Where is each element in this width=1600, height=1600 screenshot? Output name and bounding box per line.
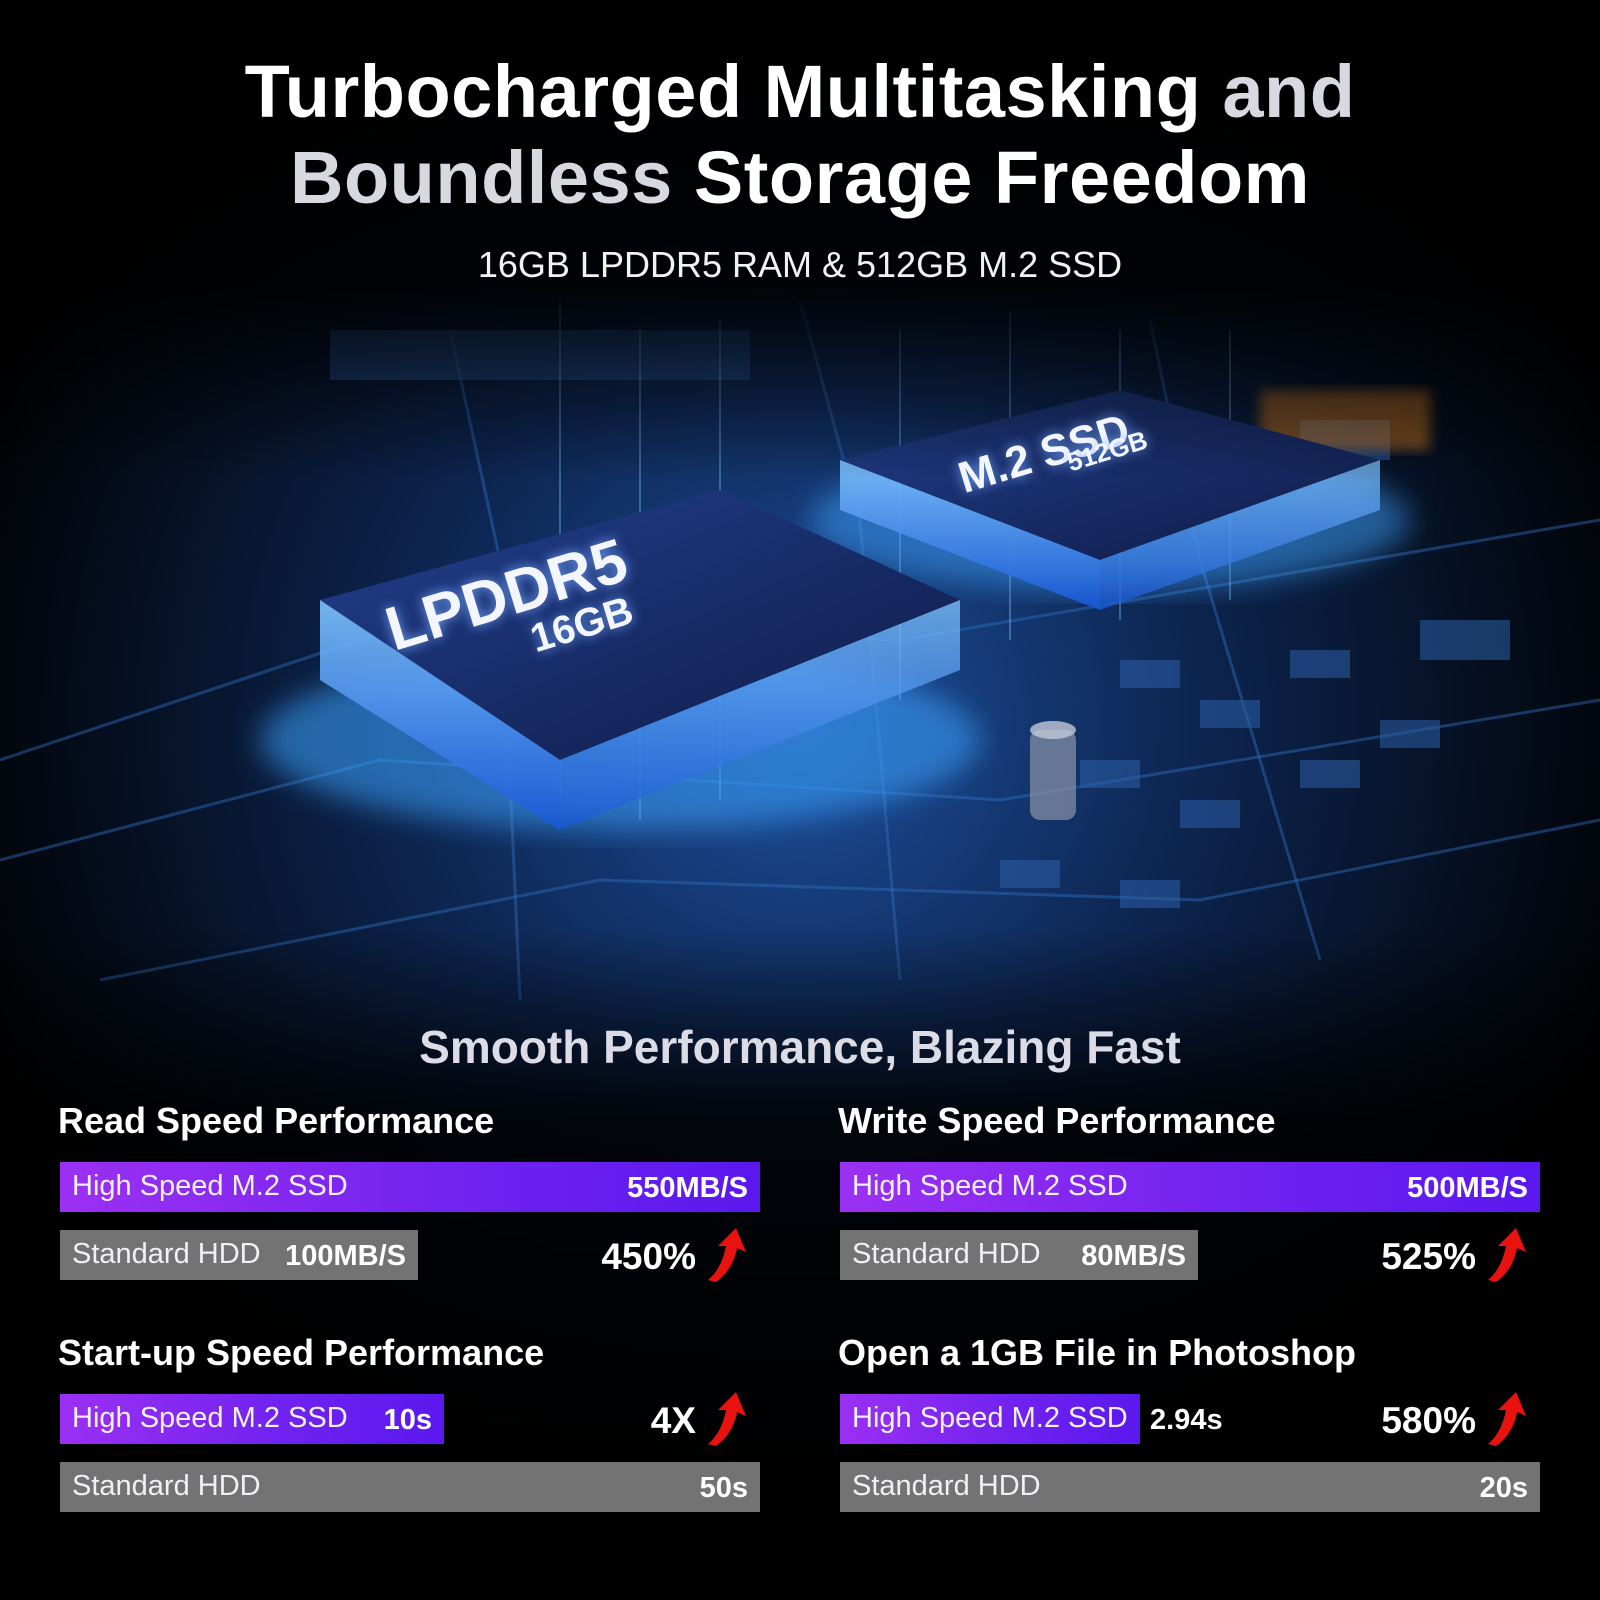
up-arrow-icon bbox=[708, 1392, 746, 1446]
panel-write-speed: Write Speed Performance High Speed M.2 SS… bbox=[838, 1100, 1540, 1330]
bar-label: Standard HDD bbox=[852, 1238, 1041, 1270]
bar-value: 20s bbox=[1479, 1472, 1528, 1504]
ssd-bar: High Speed M.2 SSD 10s bbox=[60, 1394, 444, 1444]
improvement-value: 450% bbox=[601, 1236, 696, 1277]
bar-label: High Speed M.2 SSD bbox=[72, 1402, 348, 1434]
up-arrow-icon bbox=[1488, 1228, 1526, 1282]
page-title-line-1: Turbocharged Multitasking and bbox=[0, 48, 1600, 136]
bar-value: 100MB/S bbox=[285, 1240, 406, 1272]
hdd-bar: Standard HDD 80MB/S bbox=[840, 1230, 1198, 1280]
bar-value: 80MB/S bbox=[1081, 1240, 1186, 1272]
chart-title: Open a 1GB File in Photoshop bbox=[838, 1332, 1357, 1373]
title-line-2-main: Storage Freedom bbox=[693, 136, 1310, 219]
page-subtitle: 16GB LPDDR5 RAM & 512GB M.2 SSD bbox=[477, 244, 1123, 285]
panel-photoshop-open: Open a 1GB File in Photoshop High Speed M… bbox=[838, 1332, 1540, 1562]
hdd-bar: Standard HDD 100MB/S bbox=[60, 1230, 418, 1280]
chart-title: Write Speed Performance bbox=[838, 1100, 1276, 1141]
bar-label: High Speed M.2 SSD bbox=[72, 1170, 348, 1202]
improvement-indicator: 450% bbox=[550, 1228, 750, 1282]
panel-read-speed: Read Speed Performance High Speed M.2 SSD… bbox=[58, 1100, 760, 1330]
bar-value: 500MB/S bbox=[1407, 1172, 1528, 1204]
improvement-value: 580% bbox=[1381, 1400, 1476, 1441]
bar-value: 50s bbox=[699, 1472, 748, 1504]
hdd-bar: Standard HDD 20s bbox=[840, 1462, 1540, 1512]
ssd-bar: High Speed M.2 SSD 550MB/S bbox=[60, 1162, 760, 1212]
title-line-1-main: Turbocharged Multitasking bbox=[244, 50, 1202, 133]
chart-title: Read Speed Performance bbox=[58, 1100, 495, 1141]
hdd-bar: Standard HDD 50s bbox=[60, 1462, 760, 1512]
improvement-value: 4X bbox=[650, 1400, 696, 1441]
title-line-2-head: Boundless bbox=[290, 136, 673, 219]
bar-value: 550MB/S bbox=[627, 1172, 748, 1204]
page-title-line-2: Boundless Storage Freedom bbox=[0, 134, 1600, 222]
improvement-indicator: 580% bbox=[1330, 1392, 1530, 1446]
bar-label: Standard HDD bbox=[72, 1470, 261, 1502]
chart-title: Start-up Speed Performance bbox=[58, 1332, 545, 1373]
bar-label: High Speed M.2 SSD bbox=[852, 1402, 1128, 1434]
panel-startup-speed: Start-up Speed Performance High Speed M.2… bbox=[58, 1332, 760, 1562]
title-line-1-tail: and bbox=[1222, 50, 1356, 133]
bar-value: 2.94s bbox=[1150, 1404, 1223, 1436]
bar-label: Standard HDD bbox=[852, 1470, 1041, 1502]
up-arrow-icon bbox=[1488, 1392, 1526, 1446]
ssd-bar: High Speed M.2 SSD 500MB/S bbox=[840, 1162, 1540, 1212]
up-arrow-icon bbox=[708, 1228, 746, 1282]
improvement-indicator: 525% bbox=[1330, 1228, 1530, 1282]
bar-label: High Speed M.2 SSD bbox=[852, 1170, 1128, 1202]
bar-label: Standard HDD bbox=[72, 1238, 261, 1270]
improvement-indicator: 4X bbox=[550, 1392, 750, 1446]
improvement-value: 525% bbox=[1381, 1236, 1476, 1277]
bar-value: 10s bbox=[383, 1404, 432, 1436]
performance-heading: Smooth Performance, Blazing Fast bbox=[419, 1021, 1181, 1073]
ssd-bar: High Speed M.2 SSD 2.94s bbox=[840, 1394, 1223, 1444]
